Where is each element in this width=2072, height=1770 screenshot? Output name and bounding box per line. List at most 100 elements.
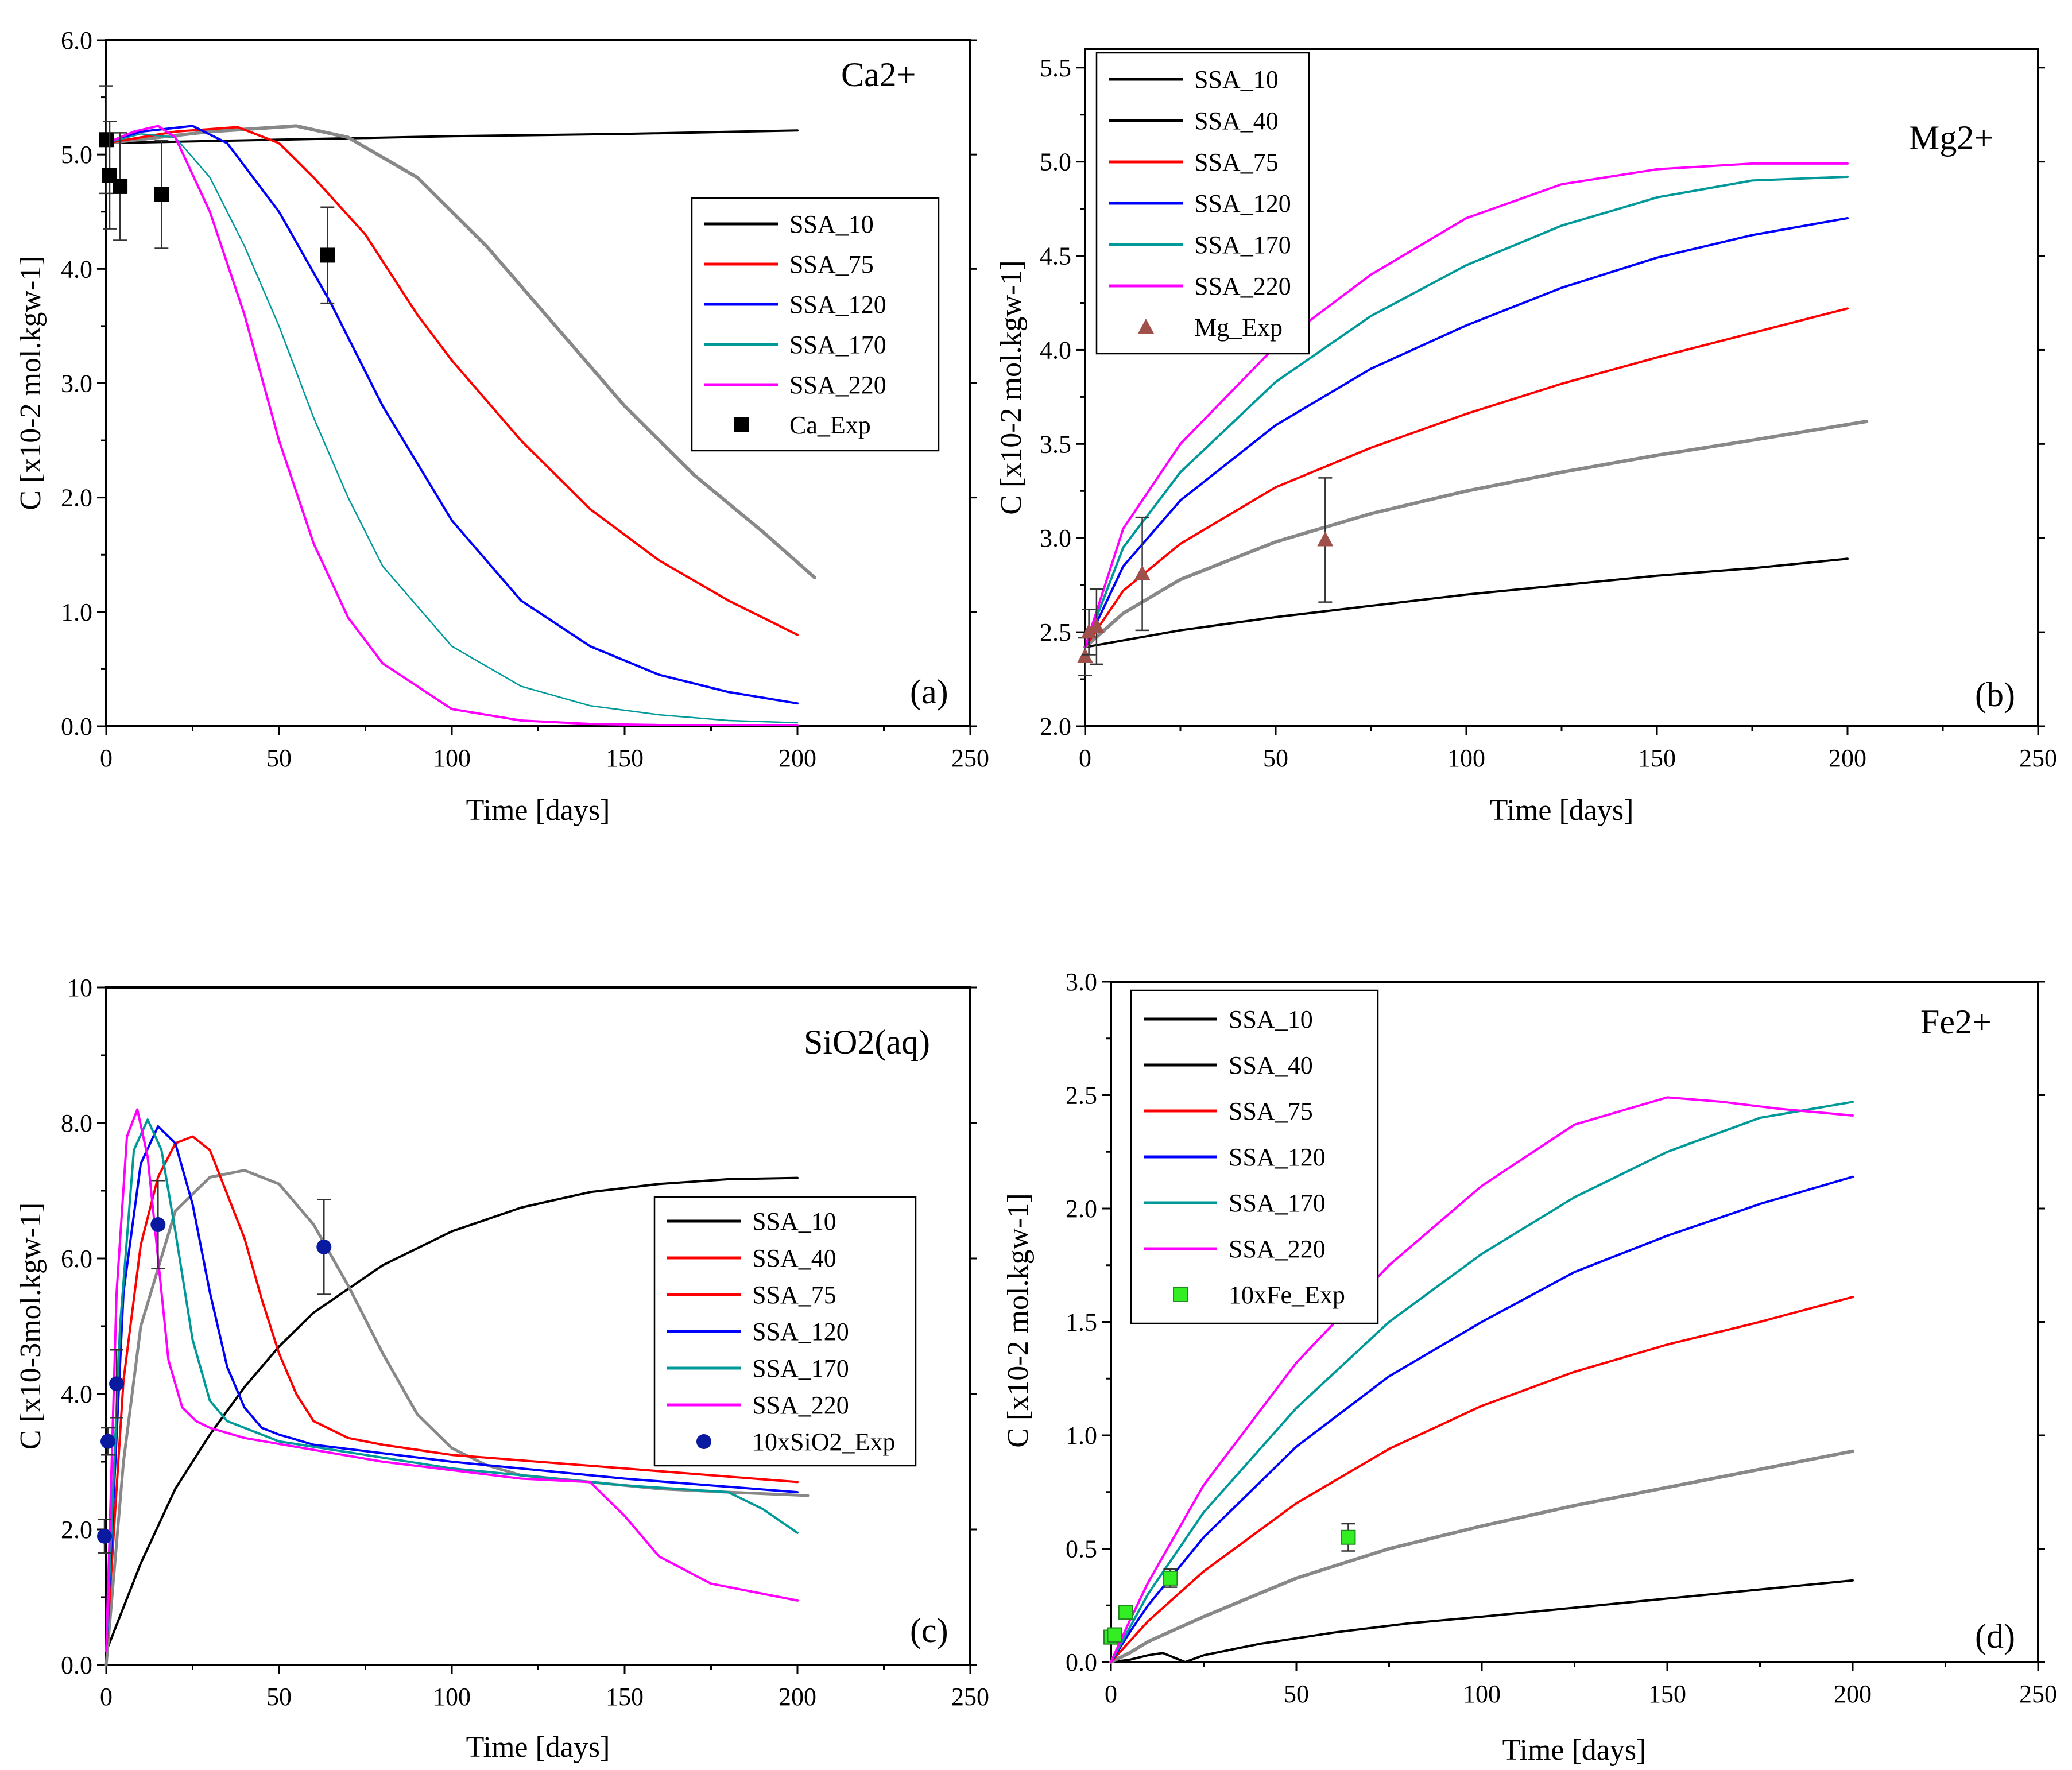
experimental-point <box>99 132 114 148</box>
panel-label: (c) <box>910 1612 948 1649</box>
x-axis-title: Time [days] <box>1490 794 1634 827</box>
x-tick-label: 250 <box>951 1683 989 1711</box>
legend-label: Mg_Exp <box>1194 313 1283 342</box>
x-axis-title: Time [days] <box>466 1731 610 1764</box>
series-line-ssa-75 <box>1110 1296 1854 1663</box>
x-tick-label: 150 <box>606 1683 644 1711</box>
x-tick-label: 250 <box>2019 744 2057 772</box>
y-tick-label: 4.0 <box>61 255 92 283</box>
x-tick-label: 250 <box>951 744 989 772</box>
panel-title: Fe2+ <box>1920 1003 1992 1041</box>
series-line-ssa-40 <box>1083 420 1869 649</box>
x-tick-label: 50 <box>266 744 292 772</box>
y-tick-label: 5.0 <box>1040 148 1071 176</box>
legend-label: SSA_10 <box>752 1207 836 1235</box>
legend-label: SSA_170 <box>1229 1189 1326 1217</box>
experimental-point <box>1118 1605 1133 1620</box>
y-tick-label: 0.0 <box>61 1651 92 1679</box>
y-axis-title: C [x10-2 mol.kgw-1] <box>1002 1193 1035 1447</box>
y-tick-label: 4.0 <box>1040 336 1071 364</box>
series-line-ssa-220 <box>1084 162 1849 649</box>
legend-label: SSA_75 <box>752 1281 836 1309</box>
panel-label: (a) <box>910 673 948 711</box>
series-lines <box>104 124 817 726</box>
panel-label: (b) <box>1975 676 2015 714</box>
legend: SSA_10 SSA_40 SSA_75 SSA_120 SSA_170 SSA_220 M… <box>1095 52 1310 355</box>
x-tick-label: 50 <box>266 1683 292 1711</box>
series-line-ssa-220 <box>105 1108 799 1653</box>
panel-c: 0 50 100 150 200 250 0.0 2.0 4.0 6.0 8.0 10 SiO2(aq… <box>14 974 989 1764</box>
y-axis-title: C [x10-2 mol.kgw-1] <box>14 255 47 510</box>
experimental-point <box>1080 623 1097 639</box>
x-tick-label: 250 <box>2019 1680 2057 1708</box>
x-tick-label: 100 <box>1447 744 1485 772</box>
experimental-point <box>1134 565 1151 580</box>
y-tick-label: 2.0 <box>61 1516 92 1544</box>
panel-label: (d) <box>1975 1617 2015 1655</box>
x-tick-label: 0 <box>1105 1680 1117 1708</box>
y-tick-label: 5.5 <box>1040 54 1071 82</box>
x-tick-label: 0 <box>100 1683 113 1711</box>
experimental-point <box>320 247 335 263</box>
experimental-point <box>1317 531 1334 547</box>
legend-label: SSA_170 <box>789 331 886 359</box>
y-tick-label: 3.5 <box>1040 430 1071 458</box>
series-line-ssa-10 <box>105 1176 799 1653</box>
experimental-point <box>1163 1570 1178 1586</box>
y-tick-label: 2.0 <box>1066 1195 1097 1223</box>
panel-title: Mg2+ <box>1909 119 1993 157</box>
y-tick-label: 8.0 <box>61 1109 92 1137</box>
y-tick-label: 0.5 <box>1066 1535 1097 1563</box>
legend-label: SSA_10 <box>1194 65 1279 94</box>
axes: 0 50 100 150 200 250 2.0 2.5 3.0 3.5 4.0 4.5 5.0 5.5 <box>1040 54 2057 772</box>
experimental-points <box>96 1180 332 1554</box>
y-tick-label: 2.0 <box>61 484 92 512</box>
y-axis-title: C [x10-3mol.kgw-1] <box>14 1203 47 1450</box>
experimental-point <box>154 187 169 202</box>
experimental-point <box>113 179 128 194</box>
x-tick-label: 150 <box>606 744 644 772</box>
legend-marker <box>1173 1287 1188 1302</box>
x-tick-label: 0 <box>1079 744 1091 772</box>
y-tick-label: 0.0 <box>1066 1648 1097 1676</box>
legend-label: SSA_220 <box>1194 272 1291 300</box>
legend-label: SSA_220 <box>752 1391 849 1419</box>
y-tick-label: 3.0 <box>61 370 92 398</box>
series-lines <box>104 1108 810 1667</box>
axes: 0 50 100 150 200 250 0.0 0.5 1.0 1.5 2.0 2.5 3.0 <box>1066 968 2057 1708</box>
x-tick-label: 200 <box>1834 1680 1872 1708</box>
experimental-points <box>1103 1523 1356 1645</box>
x-tick-label: 150 <box>1648 1680 1686 1708</box>
x-tick-label: 50 <box>1263 744 1288 772</box>
experimental-point <box>1341 1529 1356 1545</box>
y-tick-label: 1.0 <box>61 598 92 626</box>
legend-label: SSA_120 <box>1194 189 1291 218</box>
experimental-point <box>150 1217 166 1232</box>
axes: 0 50 100 150 200 250 0.0 1.0 2.0 3.0 4.0 5.0 6.0 <box>61 26 989 772</box>
experimental-point <box>96 1528 112 1544</box>
series-line-ssa-220 <box>105 125 799 726</box>
legend-label: SSA_220 <box>1229 1235 1326 1263</box>
y-tick-label: 2.5 <box>1040 618 1071 646</box>
legend-marker <box>1138 319 1154 334</box>
legend-label: SSA_75 <box>789 250 874 278</box>
experimental-point <box>316 1239 332 1254</box>
y-tick-label: 1.5 <box>1066 1308 1097 1337</box>
legend: SSA_10 SSA_75 SSA_120 SSA_170 SSA_220 Ca_Exp <box>691 197 940 452</box>
panel-b: 0 50 100 150 200 2502.02.53.03.54.04.55.05.5 … <box>995 48 2057 827</box>
y-tick-label: 5.0 <box>61 141 92 169</box>
series-line-ssa-170 <box>1084 175 1849 649</box>
experimental-point <box>1088 618 1105 633</box>
experimental-points <box>99 85 335 304</box>
series-line-ssa-120 <box>1084 217 1849 649</box>
experimental-point <box>109 1376 125 1392</box>
y-tick-label: 0.0 <box>61 712 92 741</box>
y-tick-label: 10 <box>67 974 92 1002</box>
legend-label: SSA_170 <box>1194 231 1291 259</box>
legend: SSA_10 SSA_40 SSA_75 SSA_120 SSA_170 SSA_220 1… <box>653 1196 917 1467</box>
panel-title: SiO2(aq) <box>804 1023 930 1061</box>
x-tick-label: 100 <box>433 1683 471 1711</box>
legend-label: SSA_170 <box>752 1354 849 1382</box>
series-line-ssa-40 <box>1109 1449 1854 1664</box>
